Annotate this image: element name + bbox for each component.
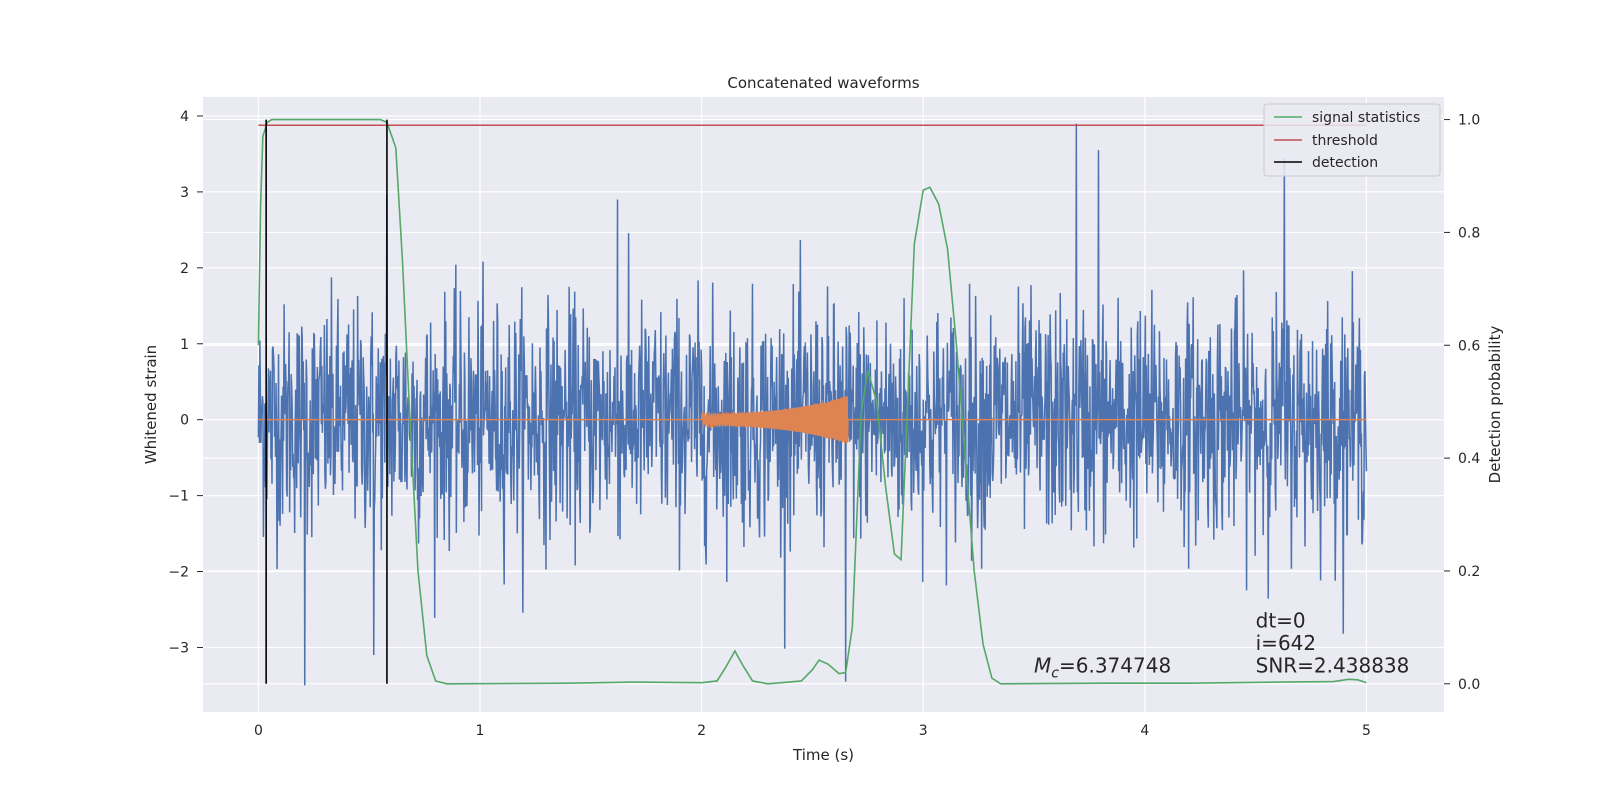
x-tick-label: 3 — [919, 723, 928, 739]
mc-symbol: M — [1034, 654, 1051, 678]
y-left-tick-label: −1 — [168, 489, 189, 505]
y-right-tick-label: 0.8 — [1458, 225, 1480, 241]
y-left-tick-label: −2 — [168, 565, 189, 581]
mc-value: =6.374748 — [1059, 654, 1171, 678]
y-axis-label-right: Detection probability — [1486, 326, 1504, 484]
x-tick-label: 2 — [697, 723, 706, 739]
y-left-tick-label: 2 — [180, 261, 189, 277]
mc-subscript: c — [1051, 666, 1059, 682]
snr-annotation: SNR=2.438838 — [1256, 654, 1410, 678]
y-left-tick-label: −3 — [168, 640, 189, 656]
noise-line — [257, 123, 1368, 686]
i-annotation: i=642 — [1256, 631, 1317, 655]
legend-frame — [1263, 103, 1441, 177]
chart-title: Concatenated waveforms — [727, 74, 919, 92]
chirp-line — [700, 395, 849, 444]
x-tick-label: 1 — [476, 723, 485, 739]
y-right-tick-label: 0.6 — [1458, 338, 1480, 354]
y-left-tick-label: 0 — [180, 413, 189, 429]
y-left-tick-label: 1 — [180, 337, 189, 353]
x-axis-label: Time (s) — [792, 746, 854, 764]
y-right-tick-label: 0.2 — [1458, 564, 1480, 580]
mc-annotation: Mc=6.374748 — [1034, 654, 1171, 682]
x-tick-label: 0 — [254, 723, 263, 739]
legend-label-detection: detection — [1312, 155, 1378, 171]
x-tick-label: 4 — [1140, 723, 1149, 739]
y-axis-label-left: Whitened strain — [142, 345, 160, 464]
y-left-tick-label: 4 — [180, 109, 189, 125]
legend-label-threshold: threshold — [1312, 133, 1378, 149]
noise-series — [257, 123, 1368, 686]
y-right-tick-label: 1.0 — [1458, 113, 1480, 129]
dt-annotation: dt=0 — [1256, 608, 1306, 632]
y-left-tick-labels: −3 −2 −1 0 1 2 3 4 — [168, 109, 203, 656]
y-right-tick-labels: 0.0 0.2 0.4 0.6 0.8 1.0 — [1444, 113, 1480, 693]
y-right-tick-label: 0.4 — [1458, 451, 1480, 467]
annotations: Mc=6.374748 dt=0 i=642 SNR=2.438838 — [1034, 608, 1409, 681]
y-right-tick-label: 0.0 — [1458, 677, 1480, 693]
x-tick-labels: 0 1 2 3 4 5 — [254, 723, 1371, 739]
probability-series — [257, 118, 1367, 685]
signal-statistics-line — [257, 118, 1367, 685]
x-tick-label: 5 — [1362, 723, 1371, 739]
legend: signal statistics threshold detection — [1263, 103, 1441, 177]
y-left-tick-label: 3 — [180, 185, 189, 201]
legend-label-signal-statistics: signal statistics — [1312, 110, 1420, 126]
chirp-series — [258, 395, 1367, 444]
